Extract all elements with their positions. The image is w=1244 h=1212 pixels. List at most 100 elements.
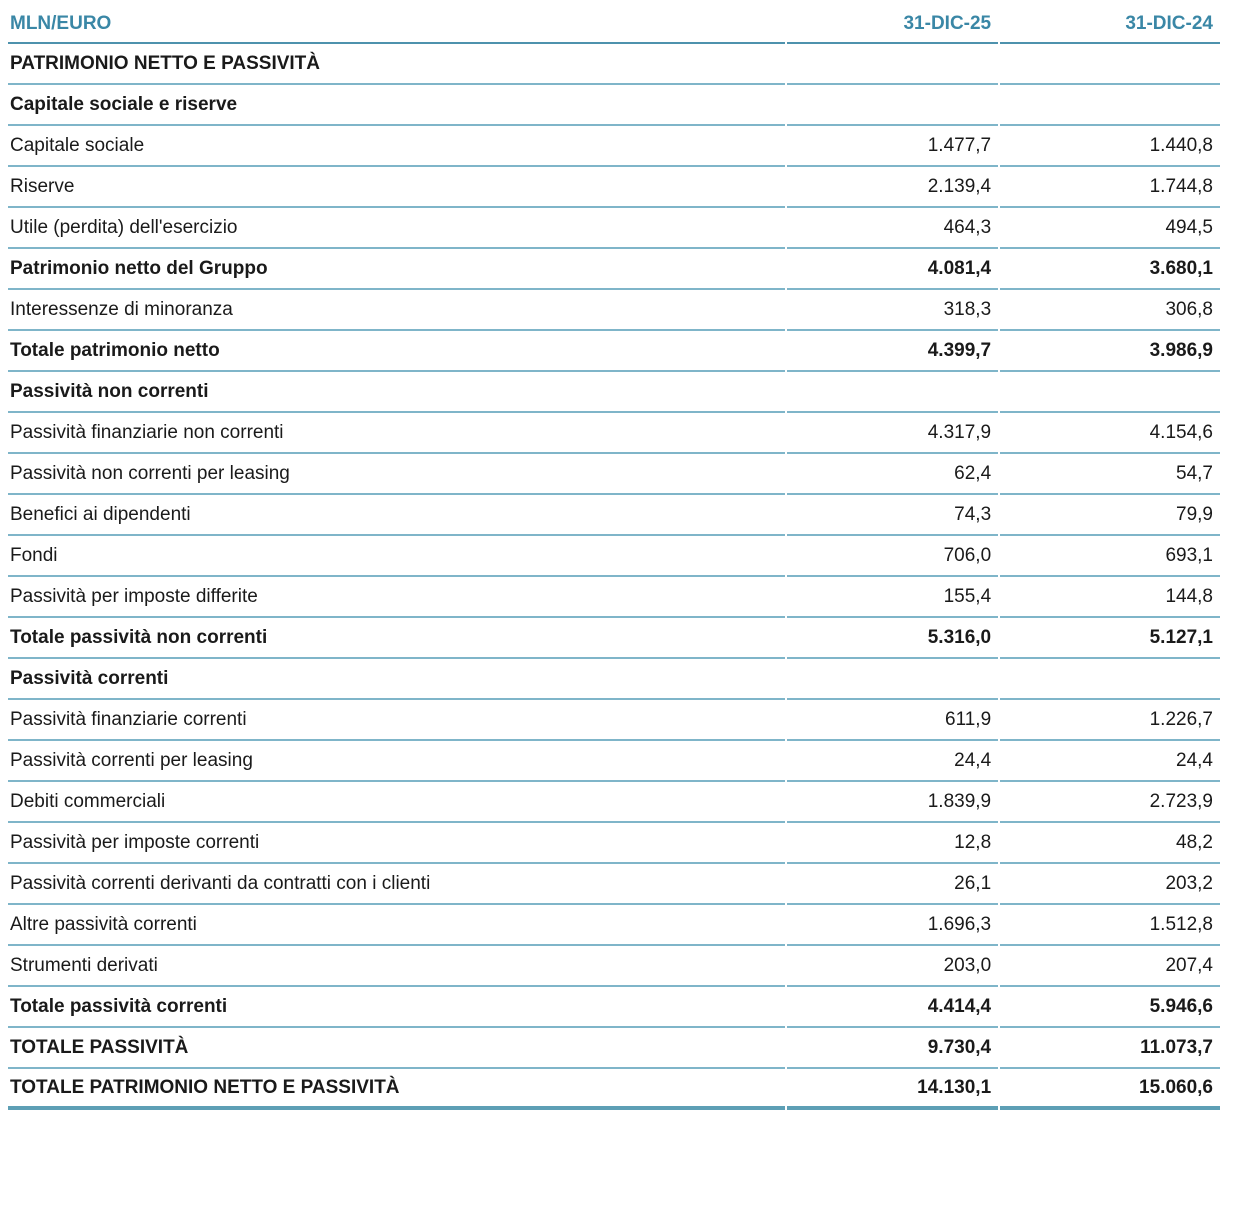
table-row: TOTALE PATRIMONIO NETTO E PASSIVITÀ 14.13… [8,1069,1220,1110]
row-label: Passività finanziarie correnti [8,700,785,741]
table-row: Passività correnti [8,659,1220,700]
table-row: PATRIMONIO NETTO E PASSIVITÀ [8,44,1220,85]
value-col1: 4.081,4 [786,249,999,290]
value-col2: 11.073,7 [1000,1028,1220,1069]
value-col1: 4.317,9 [786,413,999,454]
value-col1: 203,0 [786,946,999,987]
value-col1: 26,1 [786,864,999,905]
value-col2: 306,8 [1000,290,1220,331]
value-col2: 494,5 [1000,208,1220,249]
balance-sheet-table: MLN/EURO 31-DIC-25 31-DIC-24 PATRIMONIO … [6,6,1222,1110]
row-label: Fondi [8,536,785,577]
value-col1 [786,44,999,85]
row-label: Totale passività correnti [8,987,785,1028]
row-label: Passività finanziarie non correnti [8,413,785,454]
value-col2 [1000,44,1220,85]
value-col2: 1.226,7 [1000,700,1220,741]
row-label: Debiti commerciali [8,782,785,823]
value-col1: 155,4 [786,577,999,618]
table-row: Utile (perdita) dell'esercizio 464,3 494,5 [8,208,1220,249]
row-label: Interessenze di minoranza [8,290,785,331]
header-row: MLN/EURO 31-DIC-25 31-DIC-24 [8,6,1220,44]
value-col1: 611,9 [786,700,999,741]
row-label: Totale passività non correnti [8,618,785,659]
value-col1: 24,4 [786,741,999,782]
unit-label: MLN/EURO [8,6,785,44]
row-label: Passività non correnti per leasing [8,454,785,495]
table-row: TOTALE PASSIVITÀ 9.730,4 11.073,7 [8,1028,1220,1069]
value-col2 [1000,659,1220,700]
row-label: Passività per imposte correnti [8,823,785,864]
table-row: Capitale sociale 1.477,7 1.440,8 [8,126,1220,167]
row-label: Passività per imposte differite [8,577,785,618]
value-col1: 318,3 [786,290,999,331]
value-col2: 207,4 [1000,946,1220,987]
row-label: Strumenti derivati [8,946,785,987]
value-col2: 144,8 [1000,577,1220,618]
value-col2: 693,1 [1000,536,1220,577]
value-col2 [1000,85,1220,126]
value-col2: 79,9 [1000,495,1220,536]
value-col1: 4.399,7 [786,331,999,372]
value-col2: 203,2 [1000,864,1220,905]
row-label: TOTALE PATRIMONIO NETTO E PASSIVITÀ [8,1069,785,1110]
column-header-dic-25: 31-DIC-25 [786,6,999,44]
row-label: Riserve [8,167,785,208]
value-col2: 48,2 [1000,823,1220,864]
value-col2: 3.680,1 [1000,249,1220,290]
value-col1: 9.730,4 [786,1028,999,1069]
row-label: Utile (perdita) dell'esercizio [8,208,785,249]
value-col2 [1000,372,1220,413]
table-row: Passività non correnti per leasing 62,4 54… [8,454,1220,495]
value-col1: 4.414,4 [786,987,999,1028]
row-label: PATRIMONIO NETTO E PASSIVITÀ [8,44,785,85]
row-label: Totale patrimonio netto [8,331,785,372]
row-label: Benefici ai dipendenti [8,495,785,536]
value-col1: 14.130,1 [786,1069,999,1110]
table-header: MLN/EURO 31-DIC-25 31-DIC-24 [8,6,1220,44]
row-label: Altre passività correnti [8,905,785,946]
row-label: Passività correnti per leasing [8,741,785,782]
table-row: Totale passività non correnti 5.316,0 5.12… [8,618,1220,659]
table-row: Altre passività correnti 1.696,3 1.512,8 [8,905,1220,946]
value-col2: 4.154,6 [1000,413,1220,454]
table-row: Totale passività correnti 4.414,4 5.946,6 [8,987,1220,1028]
table-row: Strumenti derivati 203,0 207,4 [8,946,1220,987]
table-row: Interessenze di minoranza 318,3 306,8 [8,290,1220,331]
value-col2: 5.946,6 [1000,987,1220,1028]
table-row: Passività finanziarie correnti 611,9 1.226… [8,700,1220,741]
table-row: Benefici ai dipendenti 74,3 79,9 [8,495,1220,536]
value-col2: 1.440,8 [1000,126,1220,167]
table-row: Patrimonio netto del Gruppo 4.081,4 3.680,… [8,249,1220,290]
table-row: Passività correnti derivanti da contratt… [8,864,1220,905]
table-row: Fondi 706,0 693,1 [8,536,1220,577]
value-col1: 1.477,7 [786,126,999,167]
value-col2: 15.060,6 [1000,1069,1220,1110]
row-label: Passività correnti derivanti da contratt… [8,864,785,905]
table-row: Riserve 2.139,4 1.744,8 [8,167,1220,208]
table-body: PATRIMONIO NETTO E PASSIVITÀ Capitale soc… [8,44,1220,1110]
value-col1 [786,372,999,413]
row-label: Capitale sociale e riserve [8,85,785,126]
value-col2: 24,4 [1000,741,1220,782]
column-header-dic-24: 31-DIC-24 [1000,6,1220,44]
value-col2: 54,7 [1000,454,1220,495]
value-col1: 1.696,3 [786,905,999,946]
row-label: Passività correnti [8,659,785,700]
table-row: Passività correnti per leasing 24,4 24,4 [8,741,1220,782]
table-row: Passività finanziarie non correnti 4.317,… [8,413,1220,454]
table-row: Passività per imposte differite 155,4 144,… [8,577,1220,618]
table-row: Debiti commerciali 1.839,9 2.723,9 [8,782,1220,823]
table-row: Passività per imposte correnti 12,8 48,2 [8,823,1220,864]
value-col1 [786,85,999,126]
row-label: Capitale sociale [8,126,785,167]
value-col2: 1.512,8 [1000,905,1220,946]
value-col1: 12,8 [786,823,999,864]
value-col1: 1.839,9 [786,782,999,823]
value-col1: 74,3 [786,495,999,536]
value-col1: 5.316,0 [786,618,999,659]
value-col1: 2.139,4 [786,167,999,208]
value-col2: 5.127,1 [1000,618,1220,659]
value-col1: 464,3 [786,208,999,249]
table-row: Passività non correnti [8,372,1220,413]
